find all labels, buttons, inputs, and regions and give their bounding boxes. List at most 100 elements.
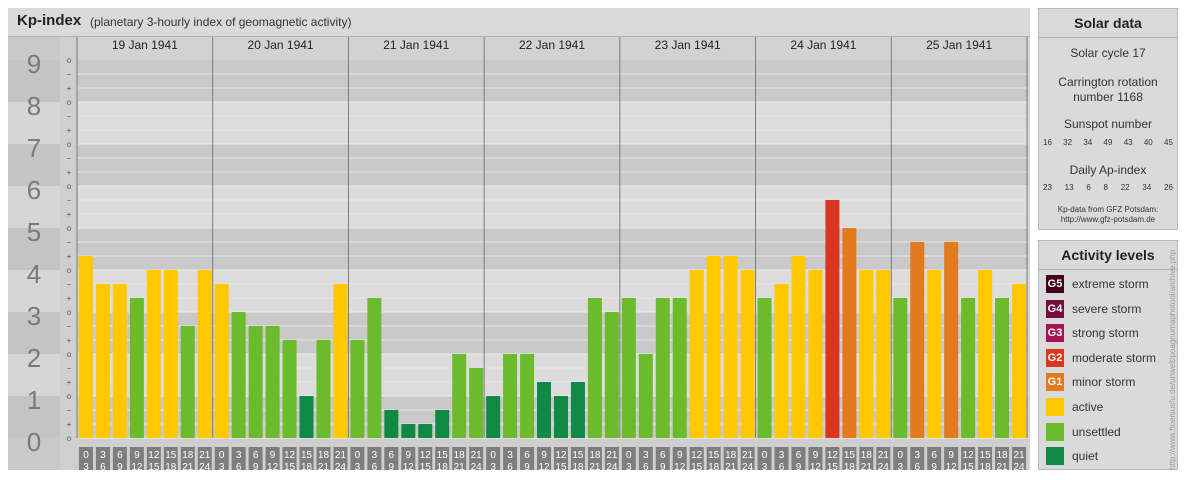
y-minor-tick: o [67, 140, 72, 149]
interval-end-label: 12 [946, 462, 958, 470]
interval-start-label: 3 [372, 450, 378, 461]
interval-box [384, 447, 399, 470]
interval-end-label: 6 [507, 462, 513, 470]
solar-data-title: Solar data [1039, 9, 1177, 38]
day-label: 25 Jan 1941 [926, 38, 992, 52]
legend-item: G1 minor storm [1046, 373, 1176, 393]
interval-start-label: 9 [406, 450, 412, 461]
legend-label: quiet [1072, 449, 1099, 464]
kp-bar [638, 354, 653, 438]
axis-band-6 [8, 144, 60, 186]
interval-end-label: 21 [725, 462, 737, 470]
interval-end-label: 24 [742, 462, 754, 470]
legend-swatch: G2 [1046, 348, 1064, 367]
axis-band-2 [8, 312, 60, 354]
legend-label: severe storm [1072, 301, 1142, 316]
kp-bar [893, 298, 908, 438]
interval-end-label: 9 [931, 462, 937, 470]
y-minor-tick: − [67, 406, 72, 415]
day-label: 23 Jan 1941 [655, 38, 721, 52]
y-minor-tick: o [67, 56, 72, 65]
axis-band-8 [8, 60, 60, 102]
chart-header: Kp-index (planetary 3-hourly index of ge… [8, 8, 1030, 37]
interval-start-label: 0 [897, 450, 903, 461]
interval-start-label: 21 [335, 450, 347, 461]
carrington-line1: Carrington rotation [1058, 75, 1158, 89]
interval-box [469, 447, 484, 470]
kp-bar [1012, 283, 1027, 438]
interval-box [842, 447, 857, 470]
interval-start-label: 6 [524, 450, 530, 461]
kp-bar [180, 325, 195, 438]
y-minor-tick: o [67, 98, 72, 107]
interval-box [774, 447, 789, 470]
interval-box [808, 447, 823, 470]
kp-bar [350, 340, 365, 438]
kp-bar [333, 283, 348, 438]
y-tick-label: 8 [27, 91, 41, 121]
activity-levels-panel: Activity levels G5 extreme storm G4 severe … [1038, 240, 1178, 470]
interval-start-label: 18 [725, 450, 737, 461]
interval-start-label: 18 [182, 450, 194, 461]
interval-start-label: 9 [270, 450, 276, 461]
ap-value: 22 [1120, 183, 1130, 192]
source-line2: http://www.gfz-potsdam.de [1060, 215, 1156, 224]
interval-start-label: 18 [861, 450, 873, 461]
interval-box [859, 447, 874, 470]
y-tick-label: 4 [27, 259, 41, 289]
kp-bar [469, 367, 484, 438]
interval-end-label: 3 [762, 462, 768, 470]
day-label-band [78, 36, 1028, 60]
kp-bar [248, 325, 263, 438]
sunspot-value: 32 [1063, 138, 1073, 147]
interval-start-label: 9 [948, 450, 954, 461]
kp-bar [282, 340, 297, 438]
kp-bar [214, 283, 229, 438]
legend-label: active [1072, 400, 1104, 414]
credit-text: http://www.ftoeniusfu.de/unwelt/poagnuma… [1168, 249, 1177, 470]
interval-start-label: 6 [796, 450, 802, 461]
kp-chart: 0123456789+−o+−o+−o+−o+−o+−o+−o+−o+−oo19… [8, 36, 1028, 470]
interval-start-label: 12 [963, 450, 975, 461]
kp-bar [978, 270, 993, 438]
interval-box [825, 447, 840, 470]
legend-item: quiet [1046, 447, 1176, 467]
interval-end-label: 9 [117, 462, 123, 470]
interval-box [350, 447, 365, 470]
kp-bar [995, 298, 1010, 438]
interval-start-label: 3 [779, 450, 785, 461]
interval-box [316, 447, 331, 470]
y-tick-label: 6 [27, 175, 41, 205]
y-minor-tick: − [67, 112, 72, 121]
legend-item: G3 strong storm [1046, 324, 1176, 344]
interval-box [978, 447, 993, 470]
interval-box [570, 447, 585, 470]
legend-swatch [1046, 422, 1064, 441]
interval-end-label: 12 [674, 462, 686, 470]
ap-value: 13 [1064, 183, 1074, 192]
kp-bar [146, 270, 161, 438]
y-minor-tick: + [67, 168, 72, 177]
interval-end-label: 12 [403, 462, 415, 470]
interval-start-label: 3 [643, 450, 649, 461]
interval-box [672, 447, 687, 470]
interval-end-label: 6 [236, 462, 242, 470]
legend-item: G5 extreme storm [1046, 275, 1176, 295]
kp-bar [78, 256, 93, 438]
interval-start-label: 12 [148, 450, 160, 461]
interval-box [791, 447, 806, 470]
interval-end-label: 24 [199, 462, 211, 470]
sunspot-value: 16 [1043, 138, 1052, 147]
legend-swatch [1046, 447, 1064, 466]
interval-box [418, 447, 433, 470]
y-minor-tick: o [67, 224, 72, 233]
interval-start-label: 21 [199, 450, 211, 461]
interval-start-label: 9 [541, 450, 547, 461]
interval-end-label: 12 [267, 462, 279, 470]
y-tick-label: 2 [27, 343, 41, 373]
y-minor-tick: − [67, 364, 72, 373]
legend-label: extreme storm [1072, 277, 1149, 291]
kp-bar [570, 382, 585, 438]
ap-values: 23 13 6 8 22 34 26 [1043, 183, 1173, 192]
interval-start-label: 0 [219, 450, 225, 461]
